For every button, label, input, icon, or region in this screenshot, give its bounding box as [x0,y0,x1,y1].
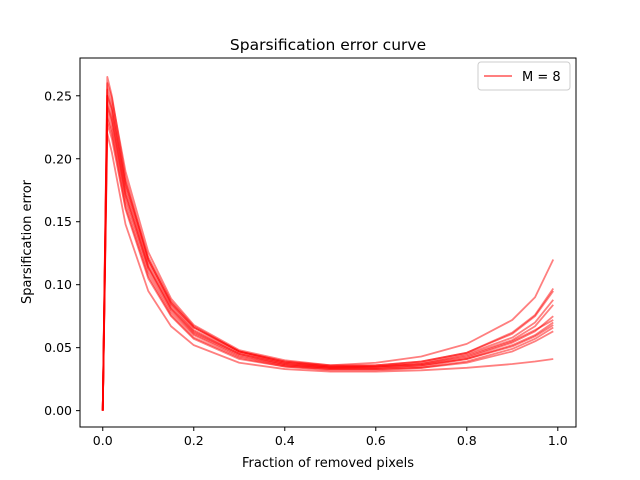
series-line-12 [101,104,554,411]
x-tick-label: 0.8 [457,433,477,448]
plot-frame [79,57,577,428]
series-line-10 [101,132,554,411]
y-tick-label: 0.10 [44,277,72,292]
series-line-11 [101,94,554,411]
x-tick-label: 1.0 [548,433,568,448]
x-tick-label: 0.2 [184,433,204,448]
y-axis: 0.00 0.05 0.10 0.15 0.20 0.25 [44,88,80,418]
y-axis-label: Sparsification error [20,179,35,304]
y-tick-label: 0.00 [44,403,72,418]
y-tick-label: 0.15 [44,214,72,229]
legend-box [477,61,571,91]
x-tick-label: 0.0 [93,433,113,448]
x-axis: 0.0 0.2 0.4 0.6 0.8 1.0 [93,427,568,448]
legend-label: M = 8 [522,70,561,85]
legend: M = 8 [477,61,571,91]
x-axis-label: Fraction of removed pixels [242,456,414,471]
series-layer [101,75,555,411]
chart-title: Sparsification error curve [230,36,426,54]
y-tick-label: 0.05 [44,340,72,355]
y-tick-label: 0.25 [44,88,72,103]
series-line-9 [101,122,554,411]
x-tick-label: 0.4 [275,433,295,448]
x-tick-label: 0.6 [366,433,386,448]
y-tick-label: 0.20 [44,151,72,166]
